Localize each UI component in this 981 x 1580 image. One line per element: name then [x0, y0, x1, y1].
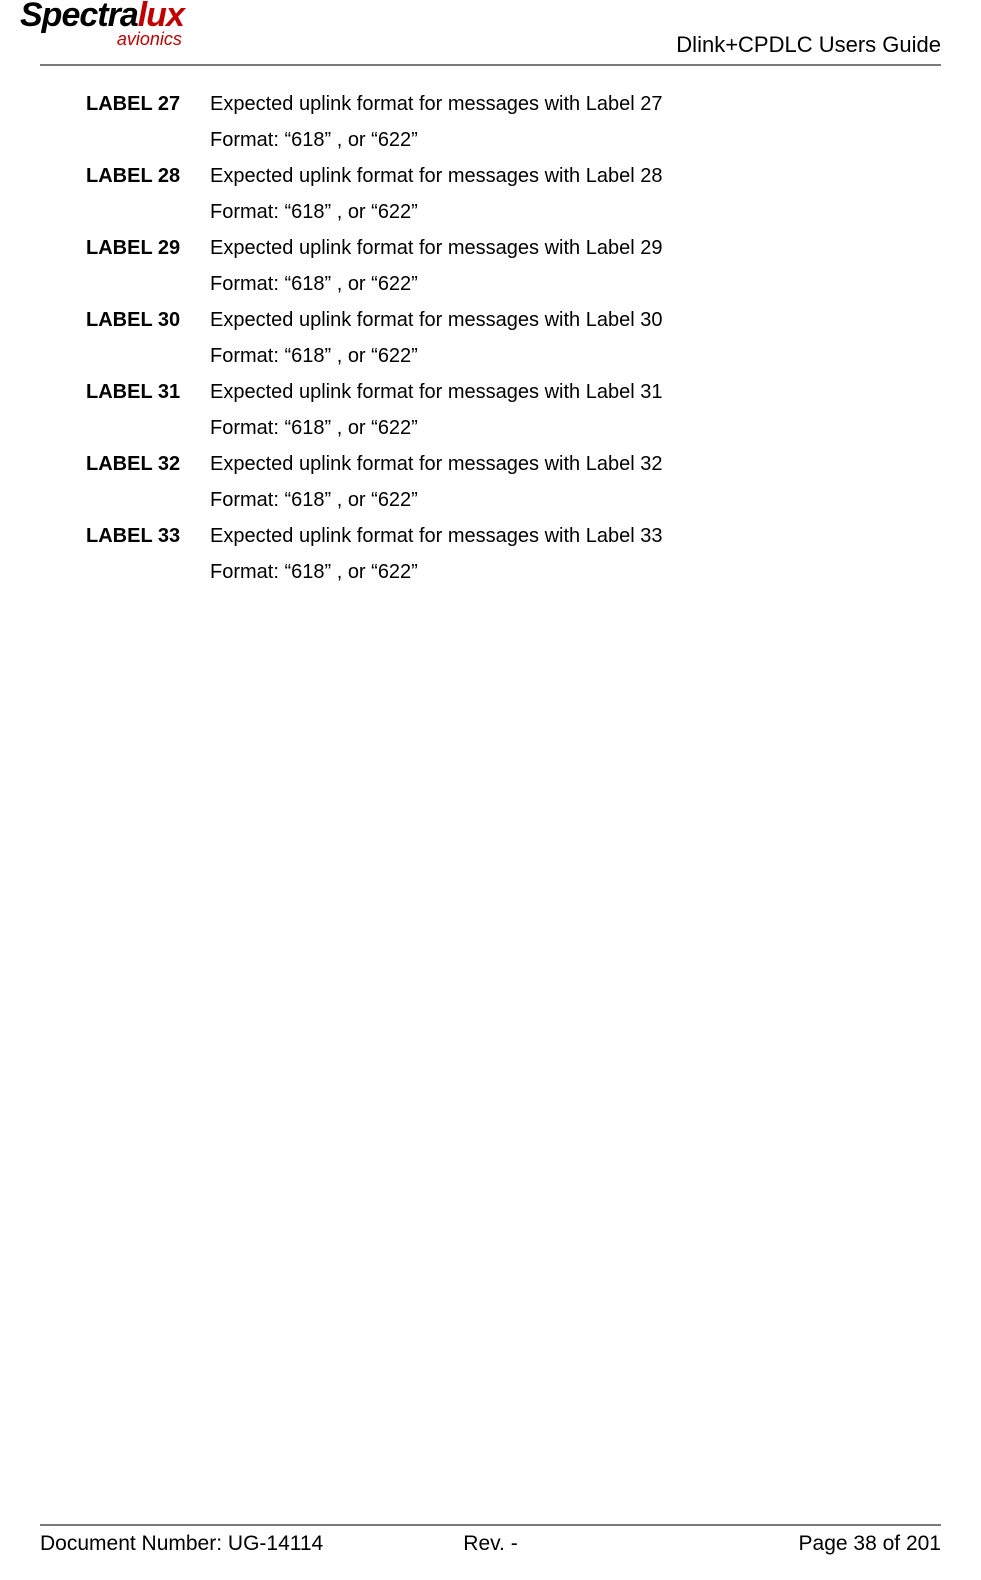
entry-label: LABEL 27: [86, 86, 210, 122]
page: Spectralux avionics Dlink+CPDLC Users Gu…: [0, 0, 981, 1580]
entry-label: LABEL 28: [86, 158, 210, 194]
entry-body: Expected uplink format for messages with…: [210, 374, 941, 446]
entry-line1: Expected uplink format for messages with…: [210, 446, 941, 482]
entry-label: LABEL 32: [86, 446, 210, 482]
label-entry: LABEL 28 Expected uplink format for mess…: [86, 158, 941, 230]
entry-body: Expected uplink format for messages with…: [210, 86, 941, 158]
entry-body: Expected uplink format for messages with…: [210, 518, 941, 590]
footer-revision: Rev. -: [463, 1532, 517, 1556]
entry-line2: Format: “618” , or “622”: [210, 122, 941, 158]
entry-body: Expected uplink format for messages with…: [210, 158, 941, 230]
entry-line1: Expected uplink format for messages with…: [210, 374, 941, 410]
label-entry: LABEL 30 Expected uplink format for mess…: [86, 302, 941, 374]
entry-line2: Format: “618” , or “622”: [210, 554, 941, 590]
label-entry: LABEL 32 Expected uplink format for mess…: [86, 446, 941, 518]
entry-line2: Format: “618” , or “622”: [210, 338, 941, 374]
entry-label: LABEL 31: [86, 374, 210, 410]
entry-line2: Format: “618” , or “622”: [210, 482, 941, 518]
entry-line1: Expected uplink format for messages with…: [210, 86, 941, 122]
entry-line1: Expected uplink format for messages with…: [210, 302, 941, 338]
label-entry: LABEL 31 Expected uplink format for mess…: [86, 374, 941, 446]
label-entry: LABEL 29 Expected uplink format for mess…: [86, 230, 941, 302]
entry-body: Expected uplink format for messages with…: [210, 230, 941, 302]
footer-page-number: Page 38 of 201: [799, 1532, 941, 1556]
page-footer: Document Number: UG-14114 Rev. - Page 38…: [40, 1524, 941, 1556]
entry-body: Expected uplink format for messages with…: [210, 446, 941, 518]
entry-line2: Format: “618” , or “622”: [210, 410, 941, 446]
entry-line1: Expected uplink format for messages with…: [210, 518, 941, 554]
footer-doc-number: Document Number: UG-14114: [40, 1532, 323, 1556]
entry-line1: Expected uplink format for messages with…: [210, 158, 941, 194]
entry-label: LABEL 33: [86, 518, 210, 554]
label-entry: LABEL 33 Expected uplink format for mess…: [86, 518, 941, 590]
entry-body: Expected uplink format for messages with…: [210, 302, 941, 374]
label-entry: LABEL 27 Expected uplink format for mess…: [86, 86, 941, 158]
content-area: LABEL 27 Expected uplink format for mess…: [40, 84, 941, 590]
entry-line1: Expected uplink format for messages with…: [210, 230, 941, 266]
logo: Spectralux avionics: [20, 0, 184, 50]
page-header: Spectralux avionics Dlink+CPDLC Users Gu…: [40, 0, 941, 66]
entry-line2: Format: “618” , or “622”: [210, 266, 941, 302]
entry-line2: Format: “618” , or “622”: [210, 194, 941, 230]
entry-label: LABEL 29: [86, 230, 210, 266]
document-title: Dlink+CPDLC Users Guide: [676, 32, 941, 58]
entry-label: LABEL 30: [86, 302, 210, 338]
